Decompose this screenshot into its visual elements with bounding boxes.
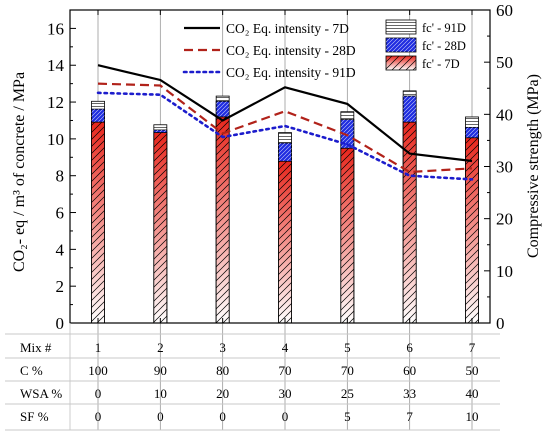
legend-bar-label: fc' - 7D <box>422 57 460 71</box>
table-cell: 70 <box>279 363 292 378</box>
table-cell: 10 <box>466 409 479 424</box>
legend-bar-label: fc' - 91D <box>422 21 466 35</box>
left-tick-label: 16 <box>47 19 64 38</box>
bar-7d-hatch <box>465 137 479 323</box>
table-cell: 1 <box>95 340 102 355</box>
right-tick-label: 40 <box>496 105 513 124</box>
table-cell: 0 <box>95 386 102 401</box>
table-cell: 60 <box>403 363 416 378</box>
left-axis-title: CO₂- eq / m³ of concrete / MPa <box>11 72 28 272</box>
table-cell: 0 <box>219 409 226 424</box>
table-cell: 100 <box>88 363 108 378</box>
left-tick-label: 6 <box>56 204 65 223</box>
legend-bar-hatch <box>386 20 416 34</box>
table-row-label: C % <box>20 363 43 378</box>
series-line-dashed <box>97 82 473 174</box>
table-cell: 25 <box>341 386 354 401</box>
right-tick-label: 0 <box>496 314 505 333</box>
bar-7d-hatch <box>153 132 167 323</box>
table-cell: 30 <box>279 386 292 401</box>
legend-line-label: CO₂ Eq. intensity - 7D <box>226 21 349 36</box>
bar-7d-hatch <box>340 148 354 323</box>
table-cell: 2 <box>157 340 164 355</box>
bar-7d-hatch <box>216 116 230 323</box>
axis-layer: 0 2 4 6 8 10 12 14 16 0 10 20 30 40 50 60 <box>47 1 513 333</box>
left-tick-label: 4 <box>56 240 65 259</box>
table-cell: 70 <box>341 363 354 378</box>
right-tick-label: 10 <box>496 262 513 281</box>
bar-7d-hatch <box>403 122 417 324</box>
table-row-label: WSA % <box>20 386 62 401</box>
right-tick-label: 20 <box>496 210 513 229</box>
left-tick-label: 2 <box>56 277 65 296</box>
table-row-label: SF % <box>20 409 49 424</box>
table-cell: 5 <box>344 409 351 424</box>
bar-7d-hatch <box>278 161 292 323</box>
table-cell: 4 <box>282 340 289 355</box>
right-tick-label: 60 <box>496 1 513 20</box>
left-tick-label: 10 <box>47 130 64 149</box>
table-cell: 33 <box>403 386 416 401</box>
table-cell: 0 <box>157 409 164 424</box>
table-cell: 20 <box>216 386 229 401</box>
left-tick-label: 14 <box>47 56 65 75</box>
table-cell: 5 <box>344 340 351 355</box>
legend: CO₂ Eq. intensity - 7D CO₂ Eq. intensity … <box>182 19 466 80</box>
legend-line-label: CO₂ Eq. intensity - 28D <box>226 43 356 58</box>
bar-layer <box>91 90 479 324</box>
left-tick-label: 0 <box>56 314 65 333</box>
table-cell: 3 <box>219 340 226 355</box>
right-tick-label: 30 <box>496 158 513 177</box>
right-tick-label: 50 <box>496 53 513 72</box>
table-cell: 50 <box>466 363 479 378</box>
table-cell: 40 <box>466 386 479 401</box>
table-row-label: Mix # <box>20 340 52 355</box>
series-line-dotted <box>96 91 474 181</box>
table-cell: 6 <box>406 340 413 355</box>
left-tick-label: 12 <box>47 93 64 112</box>
line-layer <box>96 64 474 181</box>
table-cell: 80 <box>216 363 229 378</box>
bar-7d-hatch <box>91 122 105 324</box>
left-tick-label: 8 <box>56 167 65 186</box>
table-cell: 7 <box>406 409 413 424</box>
table-cell: 0 <box>282 409 289 424</box>
series-line-solid <box>97 64 473 163</box>
legend-bar-hatch <box>386 38 416 52</box>
right-axis-title: Compressive strength (MPa) <box>525 74 542 258</box>
legend-bar-label: fc' - 28D <box>422 39 466 53</box>
table-cell: 7 <box>469 340 476 355</box>
table-cell: 10 <box>154 386 167 401</box>
table-cell: 0 <box>95 409 102 424</box>
table-cell: 90 <box>154 363 167 378</box>
legend-line-label: CO₂ Eq. intensity - 91D <box>226 65 356 80</box>
legend-bar-hatch <box>386 56 416 70</box>
